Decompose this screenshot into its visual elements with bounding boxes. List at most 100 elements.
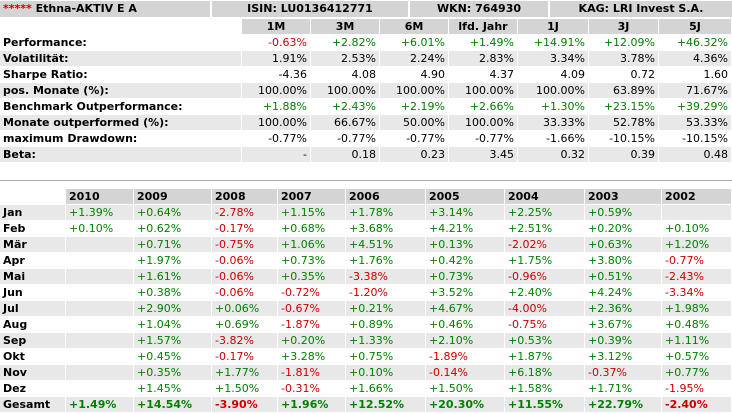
metric-value: 100.00% xyxy=(242,83,311,99)
metric-row: Benchmark Outperformance: +1.88% +2.43% +2.… xyxy=(0,99,732,115)
monthly-return-cell: +1.77% xyxy=(212,365,278,381)
monthly-return-cell xyxy=(66,253,134,269)
monthly-return-cell: +3.67% xyxy=(585,317,662,333)
metric-row: Monate outperformed (%): 100.00% 66.67% 50.… xyxy=(0,115,732,131)
month-label: Aug xyxy=(0,317,66,333)
month-row: Jul +2.90% +0.06% -0.67% +0.21% +4.67% -4.00% +… xyxy=(0,301,732,317)
year-header: 2002 xyxy=(662,189,732,205)
metric-value: 4.09 xyxy=(518,67,589,83)
metric-label: Performance: xyxy=(0,35,242,51)
performance-table: 1M 3M 6M lfd. Jahr 1J 3J 5J Performance: -0.63% +… xyxy=(0,19,732,163)
yearly-total-cell: +20.30% xyxy=(426,397,505,413)
metric-value: 33.33% xyxy=(518,115,589,131)
monthly-return-cell: +0.71% xyxy=(134,237,212,253)
metric-value: 4.90 xyxy=(380,67,449,83)
metric-value: -10.15% xyxy=(659,131,732,147)
metric-value: 0.39 xyxy=(589,147,659,163)
monthly-return-cell: +3.28% xyxy=(278,349,346,365)
metric-value: 3.34% xyxy=(518,51,589,67)
monthly-return-cell: -1.81% xyxy=(278,365,346,381)
metric-value: -0.77% xyxy=(449,131,518,147)
metric-value: -0.77% xyxy=(380,131,449,147)
monthly-return-cell: -0.31% xyxy=(278,381,346,397)
year-header: 2004 xyxy=(505,189,585,205)
monthly-return-cell: -0.06% xyxy=(212,253,278,269)
fund-header: ***** Ethna-AKTIV E A ISIN: LU0136412771… xyxy=(0,0,732,18)
monthly-return-cell: -3.34% xyxy=(662,285,732,301)
month-label: Jan xyxy=(0,205,66,221)
metric-value: 2.24% xyxy=(380,51,449,67)
monthly-return-cell: -0.14% xyxy=(426,365,505,381)
monthly-return-cell xyxy=(66,349,134,365)
monthly-return-cell: -1.95% xyxy=(662,381,732,397)
monthly-return-cell: +0.10% xyxy=(662,221,732,237)
monthly-return-cell: -1.89% xyxy=(426,349,505,365)
monthly-return-cell: +3.68% xyxy=(346,221,426,237)
yearly-total-cell: +14.54% xyxy=(134,397,212,413)
monthly-return-cell: +0.77% xyxy=(662,365,732,381)
monthly-return-cell: -0.75% xyxy=(212,237,278,253)
yearly-total-cell: +1.96% xyxy=(278,397,346,413)
monthly-return-cell: +0.39% xyxy=(585,333,662,349)
yearly-total-cell: +22.79% xyxy=(585,397,662,413)
metric-value: 0.32 xyxy=(518,147,589,163)
metric-value: 100.00% xyxy=(380,83,449,99)
metric-value: 1.91% xyxy=(242,51,311,67)
monthly-return-cell: -2.43% xyxy=(662,269,732,285)
metric-value: +2.19% xyxy=(380,99,449,115)
metric-value: 100.00% xyxy=(449,115,518,131)
monthly-return-cell: +0.38% xyxy=(134,285,212,301)
monthly-return-cell: +1.39% xyxy=(66,205,134,221)
monthly-return-cell: -0.37% xyxy=(585,365,662,381)
metric-value: +1.88% xyxy=(242,99,311,115)
monthly-return-cell: +1.76% xyxy=(346,253,426,269)
metric-value: 3.78% xyxy=(589,51,659,67)
metric-value: 4.37 xyxy=(449,67,518,83)
year-header: 2008 xyxy=(212,189,278,205)
month-row: Sep +1.57% -3.82% +0.20% +1.33% +2.10% +0.53% +… xyxy=(0,333,732,349)
monthly-return-cell: +2.51% xyxy=(505,221,585,237)
monthly-return-cell: +1.20% xyxy=(662,237,732,253)
monthly-return-cell: -3.82% xyxy=(212,333,278,349)
monthly-return-cell xyxy=(66,317,134,333)
monthly-return-cell: +0.68% xyxy=(278,221,346,237)
metric-value: 3.45 xyxy=(449,147,518,163)
metric-value: +2.82% xyxy=(311,35,380,51)
metric-row: pos. Monate (%): 100.00% 100.00% 100.00% 100… xyxy=(0,83,732,99)
metric-value: -0.63% xyxy=(242,35,311,51)
metric-value: 63.89% xyxy=(589,83,659,99)
monthly-return-cell: +3.12% xyxy=(585,349,662,365)
metric-label: pos. Monate (%): xyxy=(0,83,242,99)
year-header: 2009 xyxy=(134,189,212,205)
total-label: Gesamt xyxy=(0,397,66,413)
monthly-return-cell: -0.96% xyxy=(505,269,585,285)
monthly-return-cell xyxy=(66,269,134,285)
monthly-return-cell: +0.21% xyxy=(346,301,426,317)
monthly-return-cell: +3.52% xyxy=(426,285,505,301)
monthly-return-cell: +0.20% xyxy=(278,333,346,349)
period-header: lfd. Jahr xyxy=(449,19,518,35)
year-header: 2006 xyxy=(346,189,426,205)
monthly-return-cell: -1.87% xyxy=(278,317,346,333)
month-label: Dez xyxy=(0,381,66,397)
monthly-return-cell: +0.20% xyxy=(585,221,662,237)
metric-value: +2.66% xyxy=(449,99,518,115)
metric-value: 100.00% xyxy=(518,83,589,99)
metric-value: 1.60 xyxy=(659,67,732,83)
monthly-return-cell xyxy=(66,381,134,397)
period-header: 3M xyxy=(311,19,380,35)
month-label: Feb xyxy=(0,221,66,237)
monthly-return-cell: +1.71% xyxy=(585,381,662,397)
monthly-return-cell: -0.72% xyxy=(278,285,346,301)
month-row: Okt +0.45% -0.17% +3.28% +0.75% -1.89% +1.87% +… xyxy=(0,349,732,365)
monthly-return-cell: -0.67% xyxy=(278,301,346,317)
metric-value: 100.00% xyxy=(311,83,380,99)
metric-value: -0.77% xyxy=(242,131,311,147)
metric-value: +39.29% xyxy=(659,99,732,115)
metric-value: 100.00% xyxy=(242,115,311,131)
metric-value: +14.91% xyxy=(518,35,589,51)
metric-row: Beta: -0.18 0.23 3.45 0.32 0.39 0.48 xyxy=(0,147,732,163)
section-divider xyxy=(0,180,732,181)
monthly-return-cell: -0.77% xyxy=(662,253,732,269)
period-header: 5J xyxy=(659,19,732,35)
